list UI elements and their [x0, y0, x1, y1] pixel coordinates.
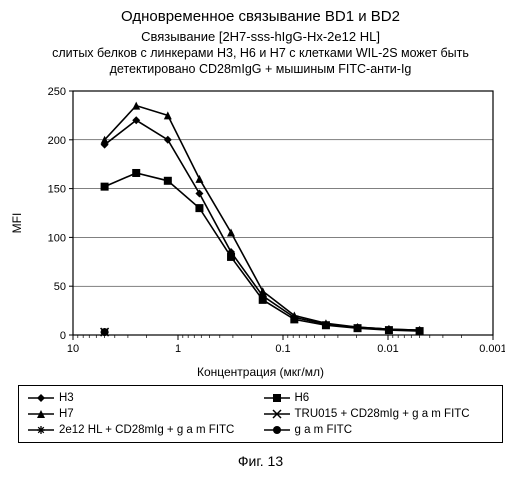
legend-label: TRU015 + CD28mIg + g a m FITC [295, 408, 470, 420]
figure-caption: Фиг. 13 [10, 453, 511, 469]
legend-box: H3 H6 H7 TRU015 + CD28mIg + g a m FITC 2e12 … [18, 385, 503, 443]
legend-label: H3 [59, 392, 74, 404]
legend-label: H6 [295, 392, 310, 404]
legend-label: g a m FITC [295, 424, 353, 436]
legend-item: H6 [261, 390, 497, 406]
legend-row: 2e12 HL + CD28mIg + g a m FITC g a m FITC [25, 422, 496, 438]
svg-text:0: 0 [60, 330, 66, 342]
legend-item: 2e12 HL + CD28mIg + g a m FITC [25, 422, 261, 438]
svg-text:50: 50 [54, 281, 66, 293]
chart-subtitle-1: Связывание [2H7-sss-hIgG-Hx-2e12 HL] [10, 29, 511, 44]
legend-marker-icon [27, 423, 55, 437]
figure-container: Одновременное связывание BD1 и BD2 Связы… [0, 0, 521, 500]
legend-item: TRU015 + CD28mIg + g a m FITC [261, 406, 497, 422]
chart-svg: 0 50 100 150 200 250 10 1 0.1 0.01 0.001 [25, 83, 505, 363]
legend-marker-icon [27, 391, 55, 405]
svg-text:0.1: 0.1 [275, 343, 290, 355]
chart-title: Одновременное связывание BD1 и BD2 [10, 8, 511, 25]
legend-marker-icon [263, 423, 291, 437]
svg-text:10: 10 [67, 343, 79, 355]
legend-row: H3 H6 [25, 390, 496, 406]
legend-label: 2e12 HL + CD28mIg + g a m FITC [59, 424, 234, 436]
legend-item: g a m FITC [261, 422, 497, 438]
svg-text:150: 150 [48, 184, 66, 196]
legend-item: H3 [25, 390, 261, 406]
x-axis-label: Концентрация (мкг/мл) [10, 365, 511, 379]
svg-text:200: 200 [48, 135, 66, 147]
svg-text:250: 250 [48, 86, 66, 98]
svg-text:0.001: 0.001 [479, 343, 505, 355]
svg-text:1: 1 [175, 343, 181, 355]
y-axis-label: MFI [10, 213, 24, 234]
legend-marker-icon [263, 391, 291, 405]
legend-row: H7 TRU015 + CD28mIg + g a m FITC [25, 406, 496, 422]
legend-label: H7 [59, 408, 74, 420]
legend-item: H7 [25, 406, 261, 422]
svg-text:100: 100 [48, 233, 66, 245]
chart-area: MFI 0501001502002501010.10.010.001 [25, 83, 505, 363]
chart-subtitle-2: слитых белков с линкерами H3, H6 и H7 с … [10, 46, 511, 77]
legend-marker-icon [263, 407, 291, 421]
legend-marker-icon [27, 407, 55, 421]
svg-text:0.01: 0.01 [377, 343, 398, 355]
